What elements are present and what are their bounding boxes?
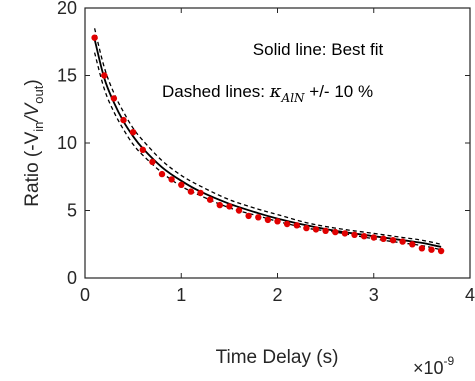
y-tick-label: 15 [57, 66, 77, 86]
data-point [149, 158, 156, 166]
data-point [226, 203, 233, 210]
x-exponent-power: -9 [444, 354, 455, 368]
x-axis-ticks: 0 1 2 3 4 [80, 8, 475, 305]
data-point [380, 235, 387, 242]
annotation-line1: Solid line: Best fit [253, 40, 384, 59]
data-point [187, 188, 195, 195]
data-point [322, 227, 329, 234]
data-point [399, 238, 406, 245]
data-point [264, 216, 272, 224]
y-axis-ticks: 0 5 10 15 20 [57, 0, 470, 288]
data-point [245, 212, 252, 220]
data-point [332, 228, 339, 236]
dashed-line-lower-bound [93, 52, 442, 251]
data-point [206, 196, 214, 203]
y-label-prefix: Ratio (-V [22, 131, 43, 206]
data-point [178, 181, 185, 188]
annotation-line2-suffix: +/- 10 % [305, 82, 374, 101]
data-point [216, 201, 223, 209]
data-point [283, 220, 291, 228]
data-point [158, 170, 166, 178]
data-point [409, 241, 416, 248]
data-point [389, 237, 397, 244]
data-point [341, 230, 349, 237]
y-label-sub1: in [31, 122, 46, 132]
data-point [139, 146, 146, 153]
x-tick-label: 0 [80, 285, 90, 305]
data-point [120, 116, 127, 124]
dashed-lines [93, 28, 442, 251]
x-tick-label: 3 [369, 285, 379, 305]
y-tick-label: 10 [57, 133, 77, 153]
data-point [168, 176, 175, 183]
x-tick-label: 1 [176, 285, 186, 305]
y-axis-label: Ratio (-Vin/Vout) [22, 79, 46, 206]
x-tick-label: 2 [272, 285, 282, 305]
data-point [312, 226, 320, 233]
kappa-symbol: κ [269, 81, 282, 102]
data-point [437, 247, 445, 255]
data-point [274, 218, 281, 225]
data-point [91, 34, 98, 41]
plot-area [85, 8, 470, 278]
y-label-suffix: ) [22, 79, 43, 85]
x-tick-label: 4 [465, 285, 475, 305]
x-axis-label: Time Delay (s) [216, 347, 339, 368]
data-point [110, 95, 118, 102]
data-point [235, 207, 243, 214]
y-tick-label: 5 [67, 201, 77, 221]
data-point [101, 72, 108, 79]
data-point [129, 129, 137, 136]
data-point [360, 233, 368, 240]
data-point [370, 234, 377, 241]
data-point [197, 189, 204, 197]
dashed-line-upper-bound [93, 28, 442, 245]
data-point [351, 231, 358, 238]
x-exponent-label: ×10-9 [413, 354, 455, 378]
y-label-sub2: out [31, 85, 46, 103]
x-exponent-base: ×10 [413, 358, 444, 378]
data-point [428, 246, 435, 253]
annotation-line2: Dashed lines: κAlN +/- 10 % [162, 81, 373, 105]
data-points [91, 34, 445, 255]
y-tick-label: 0 [67, 268, 77, 288]
kappa-subscript: AlN [281, 91, 306, 105]
data-point [303, 224, 310, 232]
y-tick-label: 20 [57, 0, 77, 18]
data-point [418, 245, 426, 252]
data-point [293, 222, 300, 229]
data-point [255, 214, 262, 221]
y-label-mid: /V [22, 101, 43, 123]
annotation-line2-prefix: Dashed lines: [162, 82, 270, 101]
